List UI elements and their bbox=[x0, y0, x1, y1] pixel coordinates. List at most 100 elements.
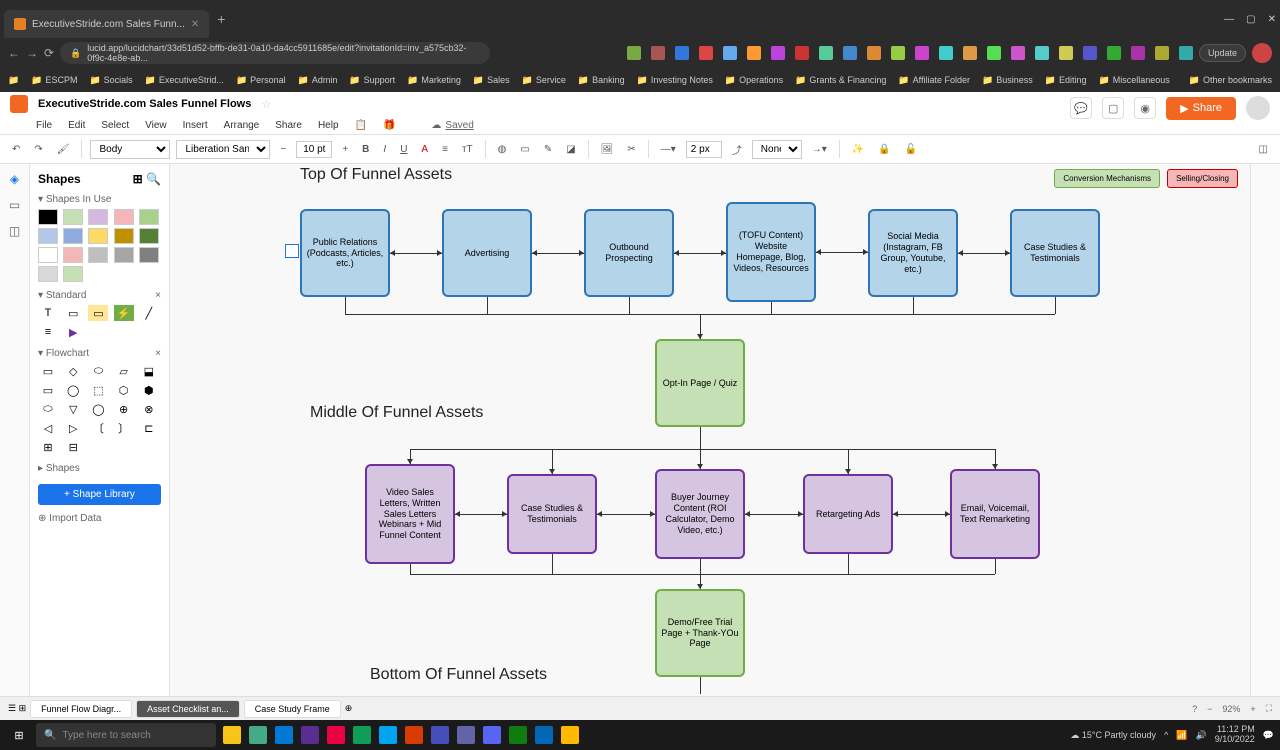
nav-forward[interactable]: → bbox=[26, 46, 38, 60]
doc-title[interactable]: ExecutiveStride.com Sales Funnel Flows bbox=[38, 98, 251, 110]
import-data-link[interactable]: ⊕ Import Data bbox=[38, 513, 161, 524]
weather-widget[interactable]: ☁ 15°C Partly cloudy bbox=[1070, 730, 1156, 741]
flowchart-shape[interactable]: ⊕ bbox=[114, 401, 134, 417]
size-minus[interactable]: − bbox=[276, 142, 290, 157]
bookmark-item[interactable]: 📁Banking bbox=[578, 75, 625, 86]
bookmark-item[interactable]: 📁Support bbox=[349, 75, 395, 86]
crop-button[interactable]: ✂ bbox=[623, 142, 639, 157]
extension-icon[interactable] bbox=[651, 46, 665, 60]
user-avatar[interactable] bbox=[1246, 96, 1270, 120]
menu-edit[interactable]: Edit bbox=[68, 120, 85, 131]
menu-help[interactable]: Help bbox=[318, 120, 339, 131]
section-close-2[interactable]: × bbox=[155, 348, 161, 359]
flowchart-shape[interactable]: 〕 bbox=[114, 420, 134, 436]
color-swatch[interactable] bbox=[88, 209, 108, 225]
extension-icon[interactable] bbox=[819, 46, 833, 60]
menu-select[interactable]: Select bbox=[101, 120, 129, 131]
flowchart-shape[interactable]: ◯ bbox=[63, 382, 83, 398]
extension-icon[interactable] bbox=[843, 46, 857, 60]
flowchart-shape[interactable]: ▽ bbox=[63, 401, 83, 417]
gift-icon[interactable]: 🎁 bbox=[383, 120, 395, 131]
window-minimize[interactable]: — bbox=[1224, 14, 1234, 25]
window-maximize[interactable]: ▢ bbox=[1246, 14, 1255, 25]
browser-tab[interactable]: ExecutiveStride.com Sales Funn... ✕ bbox=[4, 10, 209, 38]
zoom-out[interactable]: − bbox=[1207, 704, 1212, 714]
image-button[interactable]: 🖼 bbox=[597, 142, 618, 157]
bold-button[interactable]: B bbox=[358, 142, 373, 157]
section-inuse[interactable]: Shapes In Use bbox=[46, 194, 112, 205]
comment-icon[interactable]: 💬 bbox=[1070, 97, 1092, 119]
tab-list-icon[interactable]: ☰ ⊞ bbox=[8, 703, 26, 714]
flow-node[interactable]: (TOFU Content) Website Homepage, Blog, V… bbox=[726, 202, 816, 302]
taskbar-search[interactable]: 🔍 Type here to search bbox=[36, 723, 216, 747]
flow-node[interactable]: Email, Voicemail, Text Remarketing bbox=[950, 469, 1040, 559]
taskbar-app-icon[interactable] bbox=[350, 723, 374, 747]
bookmark-item[interactable]: 📁Admin bbox=[298, 75, 338, 86]
flow-node[interactable]: Public Relations (Podcasts, Articles, et… bbox=[300, 209, 390, 297]
bookmark-item[interactable]: 📁Service bbox=[522, 75, 566, 86]
flow-node[interactable]: Buyer Journey Content (ROI Calculator, D… bbox=[655, 469, 745, 559]
extension-icon[interactable] bbox=[915, 46, 929, 60]
flow-node[interactable]: Retargeting Ads bbox=[803, 474, 893, 554]
flowchart-shape[interactable]: ⊏ bbox=[139, 420, 159, 436]
panel-search-icon[interactable]: 🔍 bbox=[146, 172, 161, 186]
sheet-tab[interactable]: Asset Checklist an... bbox=[136, 700, 240, 718]
extension-icon[interactable] bbox=[867, 46, 881, 60]
legend-item[interactable]: Selling/Closing bbox=[1167, 169, 1238, 188]
extension-icon[interactable] bbox=[723, 46, 737, 60]
arrow-end-button[interactable]: →▾ bbox=[808, 142, 831, 157]
zoom-in[interactable]: + bbox=[1250, 704, 1255, 714]
tray-wifi-icon[interactable]: 📶 bbox=[1176, 730, 1187, 741]
present-icon[interactable]: ▢ bbox=[1102, 97, 1124, 119]
taskbar-app-icon[interactable] bbox=[480, 723, 504, 747]
color-swatch[interactable] bbox=[38, 266, 58, 282]
extension-icon[interactable] bbox=[747, 46, 761, 60]
bookmark-item[interactable]: 📁Editing bbox=[1045, 75, 1087, 86]
flowchart-shape[interactable]: ▷ bbox=[63, 420, 83, 436]
flow-node[interactable]: Case Studies & Testimonials bbox=[1010, 209, 1100, 297]
share-button[interactable]: ▶ Share bbox=[1166, 97, 1236, 120]
record-icon[interactable]: ◉ bbox=[1134, 97, 1156, 119]
line-width-input[interactable] bbox=[686, 141, 722, 158]
canvas[interactable]: Top Of Funnel Assets Middle Of Funnel As… bbox=[170, 164, 1250, 696]
nav-back[interactable]: ← bbox=[8, 46, 20, 60]
panel-toggle[interactable]: ◫ bbox=[1255, 142, 1272, 157]
taskbar-app-icon[interactable] bbox=[246, 723, 270, 747]
legend-item[interactable]: Conversion Mechanisms bbox=[1054, 169, 1160, 188]
bookmark-item[interactable]: 📁Business bbox=[982, 75, 1033, 86]
sheet-tab[interactable]: Funnel Flow Diagr... bbox=[30, 700, 132, 718]
data-rail-icon[interactable]: ◫ bbox=[6, 222, 24, 240]
add-tab[interactable]: ⊕ bbox=[345, 703, 353, 714]
bookmark-item[interactable]: 📁Operations bbox=[725, 75, 783, 86]
taskbar-app-icon[interactable] bbox=[402, 723, 426, 747]
paint-icon[interactable]: 🖌 bbox=[53, 142, 74, 157]
flow-node[interactable]: Social Media (Instagram, FB Group, Youtu… bbox=[868, 209, 958, 297]
shape-library-button[interactable]: + Shape Library bbox=[38, 484, 161, 505]
color-swatch[interactable] bbox=[38, 209, 58, 225]
action-shape[interactable]: ⚡ bbox=[114, 305, 134, 321]
color-swatch[interactable] bbox=[63, 228, 83, 244]
help-icon[interactable]: ? bbox=[1192, 704, 1197, 714]
flowchart-shape[interactable]: ◇ bbox=[63, 363, 83, 379]
layers-rail-icon[interactable]: ▭ bbox=[6, 196, 24, 214]
menu-insert[interactable]: Insert bbox=[183, 120, 208, 131]
menu-arrange[interactable]: Arrange bbox=[224, 120, 260, 131]
extension-icon[interactable] bbox=[1131, 46, 1145, 60]
start-button[interactable]: ⊞ bbox=[6, 722, 32, 748]
sheet-tab[interactable]: Case Study Frame bbox=[244, 700, 341, 718]
align-button[interactable]: ≡ bbox=[438, 142, 452, 157]
flow-node[interactable]: Advertising bbox=[442, 209, 532, 297]
color-swatch[interactable] bbox=[63, 247, 83, 263]
taskbar-app-icon[interactable] bbox=[272, 723, 296, 747]
section-flowchart[interactable]: Flowchart bbox=[46, 348, 89, 359]
flow-node[interactable]: Video Sales Letters, Written Sales Lette… bbox=[365, 464, 455, 564]
extension-icon[interactable] bbox=[1155, 46, 1169, 60]
bookmark-item[interactable]: 📁Marketing bbox=[407, 75, 461, 86]
taskbar-app-icon[interactable] bbox=[428, 723, 452, 747]
bookmark-item[interactable]: 📁Affiliate Folder bbox=[898, 75, 970, 86]
arrow-start-select[interactable]: None bbox=[752, 140, 802, 159]
extension-icon[interactable] bbox=[1011, 46, 1025, 60]
taskbar-app-icon[interactable] bbox=[506, 723, 530, 747]
other-bookmarks[interactable]: 📁Other bookmarks bbox=[1189, 75, 1272, 86]
color-swatch[interactable] bbox=[139, 209, 159, 225]
